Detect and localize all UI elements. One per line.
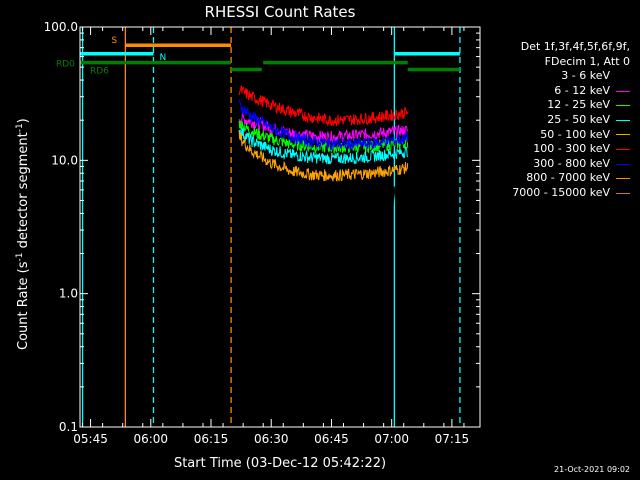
legend-label: 800 - 7000 keV <box>526 171 610 185</box>
legend-swatch <box>616 148 630 150</box>
state-bar-label: S <box>111 36 117 46</box>
x-tick-label: 05:45 <box>73 432 108 446</box>
series-line <box>238 127 409 165</box>
x-tick-label: 06:30 <box>254 432 289 446</box>
series-line <box>238 112 409 144</box>
legend-entry: 100 - 300 keV <box>478 142 630 157</box>
legend-swatch <box>616 163 630 165</box>
x-tick-label: 06:45 <box>314 432 349 446</box>
state-bar-label: RD6 <box>90 67 109 77</box>
legend-swatch <box>616 134 630 136</box>
legend-label: 7000 - 15000 keV <box>512 185 610 199</box>
legend-entry: 800 - 7000 keV <box>478 171 630 186</box>
legend-swatch <box>616 192 630 194</box>
y-tick-label: 100.0 <box>44 20 78 34</box>
y-tick-label: 0.1 <box>59 420 78 434</box>
x-tick-label: 06:15 <box>194 432 229 446</box>
series-line <box>238 157 409 233</box>
x-axis-label: Start Time (03-Dec-12 05:42:22) <box>174 456 386 471</box>
chart-title: RHESSI Count Rates <box>205 3 356 21</box>
state-bar-label: N <box>159 53 166 63</box>
legend-entry: 300 - 800 keV <box>478 157 630 172</box>
series-line <box>238 85 409 127</box>
plot-frame <box>79 26 481 428</box>
legend-swatch <box>616 178 630 180</box>
legend-entry: 3 - 6 keV <box>478 69 630 84</box>
series-line <box>238 130 409 182</box>
state-bar-label: RD0 <box>56 60 75 70</box>
series-line <box>238 99 409 151</box>
legend-label: 50 - 100 keV <box>540 127 610 141</box>
legend-entry: 25 - 50 keV <box>478 113 630 128</box>
legend-header-line-2: FDecim 1, Att 0 <box>544 54 630 68</box>
x-tick-label: 06:00 <box>133 432 168 446</box>
x-tick-label: 07:15 <box>435 432 470 446</box>
legend-label: 300 - 800 keV <box>533 156 610 170</box>
footer-timestamp: 21-Oct-2021 09:02 <box>554 465 630 474</box>
legend-swatch <box>616 105 630 107</box>
legend-entry: 50 - 100 keV <box>478 128 630 143</box>
legend-swatch <box>616 75 630 77</box>
legend-entry: 7000 - 15000 keV <box>478 186 630 201</box>
legend-header-line-1: Det 1f,3f,4f,5f,6f,9f, <box>520 40 630 53</box>
legend-label: 100 - 300 keV <box>533 142 610 156</box>
legend-swatch <box>616 90 630 92</box>
legend-label: 3 - 6 keV <box>561 69 610 83</box>
legend: Det 1f,3f,4f,5f,6f,9f, FDecim 1, Att 0 3… <box>478 40 630 201</box>
x-tick-label: 07:00 <box>374 432 409 446</box>
legend-label: 25 - 50 keV <box>547 112 610 126</box>
legend-label: 6 - 12 keV <box>554 83 610 97</box>
y-axis-label: Count Rate (s-1 detector segment-1) <box>15 118 31 350</box>
y-tick-label: 10.0 <box>51 153 78 167</box>
legend-swatch <box>616 119 630 121</box>
legend-entry: 6 - 12 keV <box>478 84 630 99</box>
y-tick-label: 1.0 <box>59 287 78 301</box>
legend-label: 12 - 25 keV <box>547 98 610 112</box>
legend-entry: 12 - 25 keV <box>478 98 630 113</box>
